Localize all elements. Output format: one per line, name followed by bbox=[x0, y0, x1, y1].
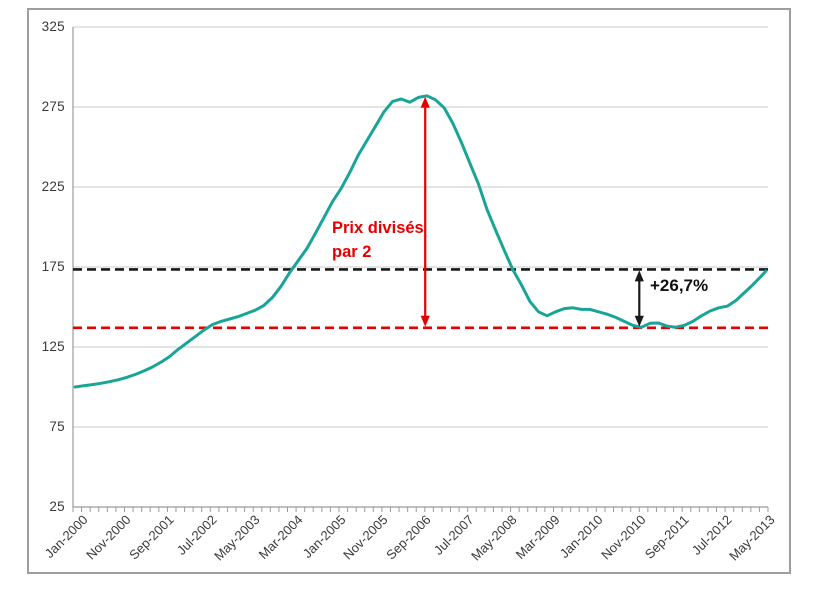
line-chart bbox=[72, 26, 769, 512]
y-tick-label: 275 bbox=[41, 99, 65, 114]
chart-frame: 325 275 225 175 125 75 25 Jan-2000 Nov-2… bbox=[27, 8, 791, 574]
y-tick-label: 325 bbox=[41, 19, 65, 34]
y-tick-label: 225 bbox=[41, 179, 65, 194]
halving-annotation-line2: par 2 bbox=[332, 243, 372, 261]
halving-annotation-line1: Prix divisés bbox=[332, 219, 424, 237]
rebound-annotation: +26,7% bbox=[650, 276, 709, 295]
y-tick-label: 25 bbox=[49, 499, 65, 514]
y-tick-label: 125 bbox=[41, 339, 65, 354]
y-tick-label: 75 bbox=[49, 419, 65, 434]
y-tick-label: 175 bbox=[41, 259, 65, 274]
halving-annotation: Prix divisés par 2 bbox=[332, 216, 424, 264]
